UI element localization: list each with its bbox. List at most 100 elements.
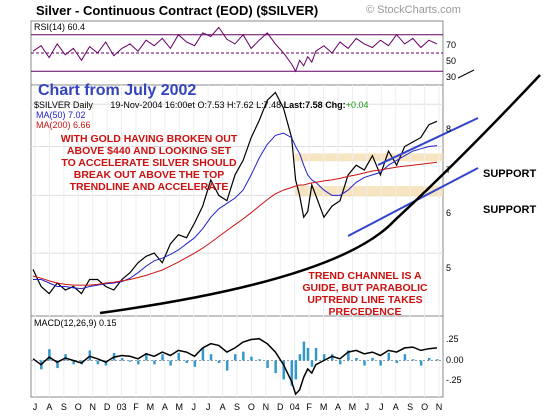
rsi-tick-50: 50 (446, 56, 457, 66)
x-tick-label: F (306, 402, 312, 412)
macd-histogram-bar (145, 352, 148, 361)
x-tick-label: M (349, 402, 357, 412)
chart-title: Silver - Continuous Contract (EOD) ($SIL… (36, 3, 319, 18)
macd-histogram-bar (153, 360, 156, 365)
x-tick-label: S (61, 402, 67, 412)
macd-histogram-bar (56, 360, 59, 369)
x-tick-label: S (234, 402, 240, 412)
macd-histogram-bar (120, 357, 124, 361)
x-tick-label: M (147, 402, 155, 412)
support-band-0 (295, 153, 443, 162)
macd-label: MACD(12,26,9) 0.15 (34, 318, 117, 328)
stockcharts-credit: © StockCharts.com (366, 4, 461, 16)
macd-histogram-bar (322, 354, 326, 361)
macd-histogram-bar (258, 359, 261, 361)
macd-histogram-bar (282, 360, 285, 380)
price-line (32, 91, 438, 295)
macd-histogram-bar (128, 360, 132, 362)
macd-histogram-bar (395, 360, 399, 364)
macd-histogram-bar (330, 354, 334, 361)
macd-histogram-bar (137, 360, 140, 365)
macd-tick-neg025: -.25 (446, 375, 462, 385)
macd-histogram-bar (306, 347, 310, 361)
x-tick-label: A (46, 402, 52, 412)
macd-histogram-bar (355, 357, 358, 361)
macd-histogram-bar (217, 360, 221, 364)
macd-histogram-bar (250, 356, 253, 361)
x-tick-label: O (421, 402, 428, 412)
macd-histogram-bar (310, 360, 314, 367)
x-tick-label: J (206, 402, 211, 412)
quote-line: $SILVER Daily 19-Nov-2004 16:00et O:7.53… (34, 100, 369, 110)
x-tick-label: F (133, 402, 139, 412)
macd-histogram-bar (104, 360, 108, 366)
macd-histogram-bar (185, 360, 189, 364)
macd-histogram-bar (379, 360, 382, 366)
support-label-lower: SUPPORT (483, 204, 537, 216)
ma200-legend: MA(200) 6.66 (36, 120, 91, 130)
macd-histogram-bar (363, 360, 366, 366)
x-tick-label: M (320, 402, 328, 412)
macd-histogram-bar (347, 350, 350, 361)
macd-histogram-bar (96, 360, 100, 365)
x-tick-label: J (191, 402, 196, 412)
price-tick-8: 8 (446, 124, 452, 134)
parabolic-uptrend-line (99, 74, 541, 315)
macd-histogram-bar (427, 357, 431, 361)
macd-histogram-bar (294, 360, 298, 380)
rsi-tick-30: 30 (446, 72, 457, 82)
ma200-line (32, 161, 438, 286)
macd-histogram-bar (371, 357, 374, 361)
price-tick-7: 7 (446, 165, 452, 175)
x-tick-label: N (436, 402, 443, 412)
macd-histogram-bar (302, 341, 306, 361)
rsi-pointer (457, 69, 475, 79)
ma50-line (33, 132, 438, 290)
price-tick-5: 5 (446, 263, 452, 273)
macd-histogram-bar (88, 350, 92, 361)
price-tick-6: 6 (446, 208, 452, 218)
ma50-legend: MA(50) 7.02 (36, 110, 86, 120)
macd-histogram-bar (298, 354, 302, 361)
x-tick-label: O (75, 402, 82, 412)
x-tick-label: J (379, 402, 384, 412)
x-tick-label: D (277, 402, 284, 412)
x-tick-label: A (335, 402, 341, 412)
x-tick-label: D (104, 402, 111, 412)
channel-upper-line (377, 117, 479, 166)
macd-histogram-bar (419, 360, 423, 366)
macd-histogram-bar (387, 352, 391, 361)
macd-histogram-bar (177, 352, 180, 361)
macd-histogram-bar (72, 360, 75, 365)
x-tick-label: A (220, 402, 226, 412)
macd-histogram-bar (411, 359, 415, 361)
x-tick-label: J (33, 402, 38, 412)
gold-breakout-annotation: WITH GOLD HAVING BROKEN OUT ABOVE $440 A… (60, 133, 238, 193)
x-tick-label: A (162, 402, 168, 412)
macd-histogram-bar (242, 351, 245, 361)
macd-histogram-bar (314, 347, 318, 361)
macd-histogram-bar (193, 360, 197, 367)
macd-tick-0: 0.00 (446, 355, 464, 365)
chart-from-july-2002: Chart from July 2002 (38, 82, 197, 99)
x-tick-label: N (263, 402, 270, 412)
macd-histogram-bar (274, 360, 277, 374)
macd-histogram-bar (290, 360, 294, 386)
macd-histogram-bar (234, 354, 237, 361)
macd-histogram-bar (339, 360, 342, 365)
macd-line (32, 337, 438, 396)
macd-histogram-bar (161, 354, 164, 361)
macd-histogram-bar (436, 359, 439, 361)
x-tick-label: S (407, 402, 413, 412)
macd-histogram-bar (48, 349, 51, 361)
macd-histogram-bar (266, 360, 269, 369)
rsi-label: RSI(14) 60.4 (34, 22, 86, 32)
macd-histogram-bar (403, 354, 407, 361)
x-tick-label: A (393, 402, 399, 412)
x-tick-label: M (176, 402, 184, 412)
x-tick-label: 03 (117, 402, 127, 412)
rsi-line (32, 26, 438, 73)
macd-histogram-bar (225, 360, 229, 371)
x-tick-label: J (365, 402, 370, 412)
